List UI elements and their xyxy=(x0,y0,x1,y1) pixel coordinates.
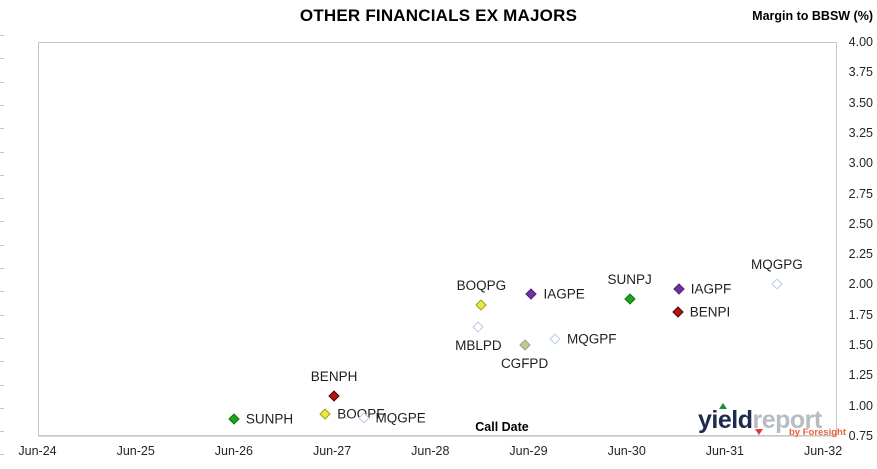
y-tick-label: 2.00 xyxy=(848,277,873,292)
point-label-sunph: SUNPH xyxy=(245,411,294,427)
left-edge-tick xyxy=(0,291,4,293)
logo-byline: by Foresight xyxy=(788,427,846,438)
y-tick-label: 2.50 xyxy=(848,216,873,231)
left-edge-tick xyxy=(0,35,4,36)
y-tick-label: 3.25 xyxy=(848,125,873,140)
x-tick-label: Jun-30 xyxy=(607,444,646,458)
point-label-boqpg: BOQPG xyxy=(456,278,507,294)
point-label-mqgpf: MQGPF xyxy=(567,331,617,347)
y-tick-label: 3.50 xyxy=(848,95,873,110)
left-edge-tick xyxy=(0,151,4,153)
left-edge-tick xyxy=(0,268,4,269)
left-edge-tick xyxy=(0,431,4,433)
y-tick-label: 2.75 xyxy=(848,186,873,201)
x-tick-label: Jun-24 xyxy=(18,444,57,458)
left-edge-tick xyxy=(0,407,4,409)
x-tick-label: Jun-29 xyxy=(509,444,548,458)
gridline xyxy=(38,436,837,437)
point-label-mqgpe: MQGPE xyxy=(375,410,426,426)
point-label-iagpf: IAGPF xyxy=(690,281,732,297)
point-label-cgfpd: CGFPD xyxy=(500,356,549,372)
left-edge-tick xyxy=(0,244,4,246)
left-edge-tick xyxy=(0,384,4,386)
left-edge-tick xyxy=(0,221,4,223)
logo-up-triangle-icon xyxy=(719,403,727,409)
y-tick-label: 2.25 xyxy=(848,247,873,262)
left-edge-tick xyxy=(0,128,4,130)
x-tick-label: Jun-26 xyxy=(214,444,254,458)
y-tick-label: 4.00 xyxy=(848,35,873,49)
left-edge-tick xyxy=(0,174,4,176)
left-edge-tick xyxy=(0,104,4,106)
left-edge-tick xyxy=(0,81,4,83)
point-label-sunpj: SUNPJ xyxy=(607,272,652,287)
point-label-mqgpg: MQGPG xyxy=(751,257,803,273)
left-edge-tick xyxy=(0,361,4,363)
logo-yield-text: yield xyxy=(698,406,753,434)
x-tick-label: Jun-27 xyxy=(312,444,352,458)
left-edge-tick xyxy=(0,314,4,316)
y-tick-label: 3.75 xyxy=(848,65,873,80)
point-label-benph: BENPH xyxy=(310,368,358,384)
left-edge-tick xyxy=(0,198,4,200)
x-tick-label: Jun-31 xyxy=(705,444,745,458)
chart-title: OTHER FINANCIALS EX MAJORS xyxy=(299,6,578,25)
y-tick-label: 1.00 xyxy=(848,398,873,413)
yieldreport-logo: yieldreport by Foresight xyxy=(698,403,848,442)
point-label-iagpe: IAGPE xyxy=(543,286,585,302)
left-edge-tick xyxy=(0,58,4,60)
y-tick-label: 1.25 xyxy=(848,368,873,383)
x-tick-label: Jun-28 xyxy=(411,444,450,458)
point-label-mblpd: MBLPD xyxy=(455,337,502,353)
plot-area xyxy=(38,42,837,436)
point-label-benpi: BENPI xyxy=(689,304,731,320)
y-axis-title: Margin to BBSW (%) xyxy=(752,9,873,23)
x-tick-label: Jun-32 xyxy=(803,444,843,458)
x-axis-title: Call Date xyxy=(475,420,529,434)
y-tick-label: 1.50 xyxy=(848,338,873,353)
logo-down-triangle-icon xyxy=(755,429,763,435)
y-tick-label: 3.00 xyxy=(848,156,873,171)
x-tick-label: Jun-25 xyxy=(116,444,155,458)
y-tick-label: 1.75 xyxy=(848,307,873,322)
y-tick-label: 0.75 xyxy=(848,429,873,443)
logo-report-text: report xyxy=(752,406,822,434)
left-edge-tick xyxy=(0,337,4,339)
left-edge-tick xyxy=(0,454,4,456)
logo-wordmark: yieldreport xyxy=(698,406,822,434)
